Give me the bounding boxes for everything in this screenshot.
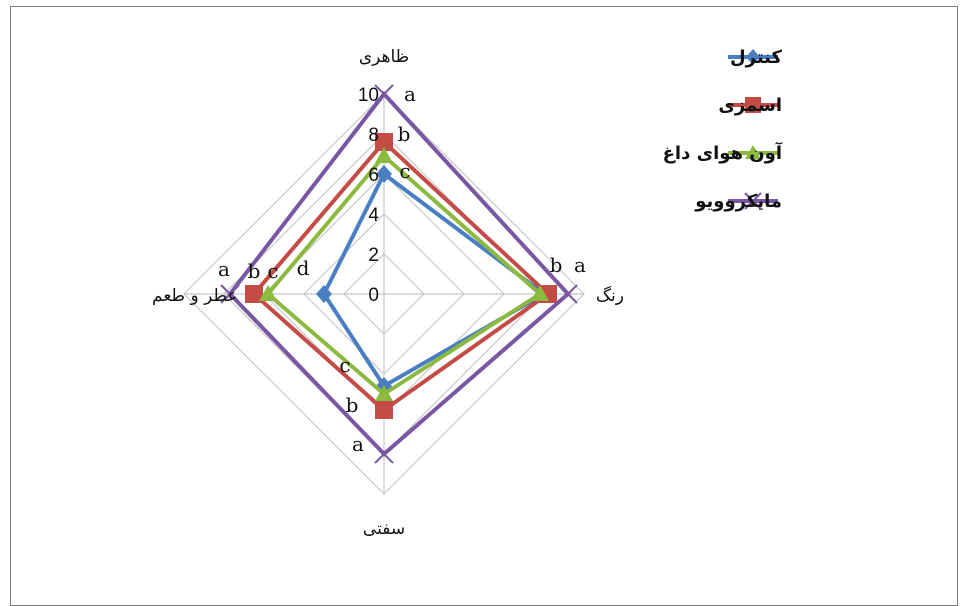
legend-marker [745,97,761,113]
data-point-triangle [531,285,549,301]
legend-entry: آون هوای داغ [663,141,783,164]
significance-letter: a [404,82,416,106]
legend-entry: اسمزی [718,95,782,116]
legend-marker [745,145,761,159]
data-point-x [374,444,394,464]
tick-label: 0 [368,285,379,306]
significance-letter: a [352,432,364,456]
series-line-0 [321,170,548,389]
data-point-diamond [376,165,392,183]
data-point-square [375,133,393,151]
legend-marker [744,192,762,210]
tick-label: 2 [368,245,379,266]
significance-letter: d [297,256,310,280]
data-point-square [375,401,393,419]
tick-label: 4 [368,205,379,226]
tick-label: 10 [358,85,379,106]
data-point-triangle [259,285,277,301]
axis-label: عطر و طعم [152,286,238,306]
tick-label: 6 [368,165,379,186]
axis-label: سفتی [363,519,405,539]
data-point-x [374,84,394,104]
significance-letter: c [339,353,350,377]
legend-marker [746,49,760,65]
significance-letter: a [574,253,586,277]
significance-letter: b [248,259,261,283]
significance-letter: b [346,393,359,417]
tick-label: 8 [368,125,379,146]
data-point-triangle [375,147,393,163]
data-point-x [558,284,578,304]
data-point-x [220,284,240,304]
significance-letter: a [218,257,230,281]
data-point-triangle [375,385,393,401]
significance-letter: b [550,253,563,277]
significance-letter: c [399,159,410,183]
data-point-diamond [316,285,332,303]
significance-letter: c [267,259,278,283]
data-point-square [245,285,263,303]
significance-letter: b [398,122,411,146]
axis-label: رنگ [596,285,624,306]
legend-entry: کنترل [730,47,783,68]
axis-label: ظاهری [359,47,409,67]
legend-entry: مایکروویو [694,191,782,212]
